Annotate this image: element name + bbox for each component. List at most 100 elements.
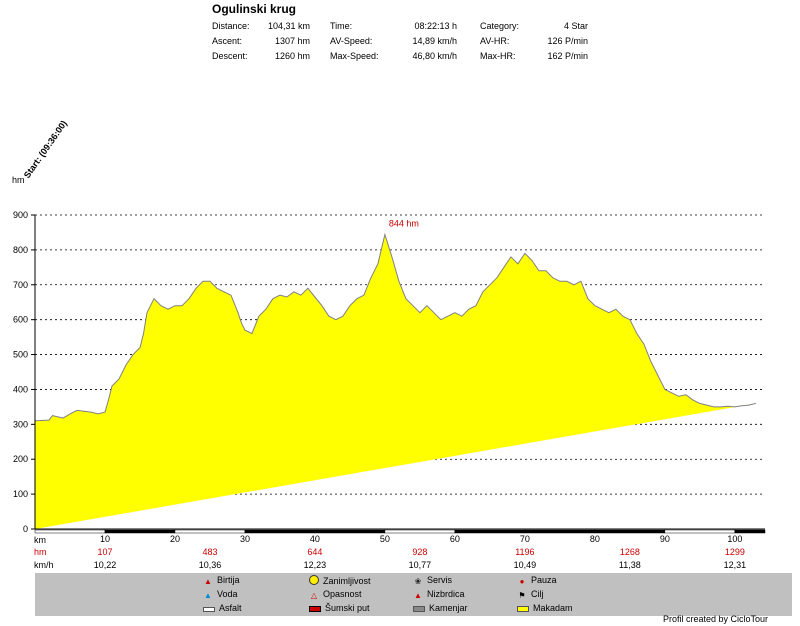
surface-segment [454, 529, 526, 534]
legend-item: ▲ Birtija [204, 575, 240, 586]
elevation-line [34, 232, 756, 422]
y-tick-label: 900 [13, 210, 28, 220]
annotations: 844 hm [389, 219, 419, 229]
asphalt-icon [203, 607, 215, 612]
legend-item: Asfalt [203, 603, 242, 613]
x-tick-label: 60 [450, 534, 460, 544]
stat-label: Max-HR: [480, 51, 516, 61]
stat-value: 1307 hm [274, 36, 310, 46]
stat-value: 46,80 km/h [412, 51, 457, 61]
y-tick-label: 600 [13, 315, 28, 325]
x-tick-label: 90 [660, 534, 670, 544]
y-tick-label: 800 [13, 245, 28, 255]
legend-item: Makadam [517, 603, 573, 613]
stats-col-2-values: 08:22:13 h 14,89 km/h 46,80 km/h [395, 19, 457, 64]
x-tick-label: 30 [240, 534, 250, 544]
stat-label: Ascent: [212, 36, 243, 46]
surface-segment [594, 529, 666, 534]
stat-value: 162 P/min [547, 51, 588, 61]
y-tick-label: 500 [13, 350, 28, 360]
stats-col-3-values: 4 Star 126 P/min 162 P/min [530, 19, 588, 64]
forest-road-icon [309, 606, 321, 612]
surface-segment [174, 529, 246, 534]
credit-text: Profil created by CicloTour [662, 614, 768, 624]
kmh-row-value: 12,23 [303, 560, 327, 570]
legend-item: △ Opasnost [310, 589, 362, 600]
kmh-row-value: 10,77 [408, 560, 432, 570]
stat-label: Category: [480, 21, 520, 31]
pause-icon: ● [519, 577, 525, 586]
peak-label: 844 hm [389, 219, 419, 229]
y-tick-label: 0 [23, 524, 28, 534]
x-tick-label: 40 [310, 534, 320, 544]
x-tick-label: 80 [590, 534, 600, 544]
stats-col-3: Category: AV-HR: Max-HR: [480, 19, 519, 64]
downhill-icon: ▲ [414, 591, 422, 600]
legend-item: ▲ Nizbrdica [414, 589, 465, 600]
surface-segment [664, 529, 736, 534]
legend-item: Kamenjar [413, 603, 468, 613]
elevation-chart: 0 100 200 300 400 500 600 700 800 900 10 20 30 40 50 6… [13, 210, 766, 544]
hm-row-value: 1299 [724, 547, 745, 557]
kmh-row-value: 12,31 [723, 560, 747, 570]
stat-label: Distance: [212, 21, 250, 31]
kmh-row-value: 10,22 [93, 560, 117, 570]
x-tick-label: 50 [380, 534, 390, 544]
y-tick-labels: 0 100 200 300 400 500 600 700 800 900 [13, 210, 28, 534]
stat-value: 126 P/min [547, 36, 588, 46]
finish-flag-icon: ⚑ [518, 591, 526, 600]
stats-col-1-values: 104,31 km 1307 hm 1260 hm [250, 19, 310, 64]
legend-item: ⚑ Cilj [518, 589, 544, 600]
stat-value: 4 Star [563, 21, 588, 31]
stat-value: 08:22:13 h [414, 21, 457, 31]
hm-row-value: 928 [412, 547, 428, 557]
surface-segment [34, 529, 106, 534]
kmh-row-label: km/h [34, 560, 54, 570]
hm-row-value: 1268 [619, 547, 640, 557]
x-axis-unit: km [34, 535, 46, 545]
hm-row-value: 1196 [515, 547, 535, 557]
stat-label: Time: [330, 21, 353, 31]
hm-row-value: 483 [202, 547, 218, 557]
surface-segment [104, 529, 176, 534]
legend-item: Šumski put [309, 603, 370, 613]
x-tick-labels: 10 20 30 40 50 60 70 80 90 100 [100, 534, 742, 544]
surface-segment [384, 529, 456, 534]
kmh-row-value: 10,49 [513, 560, 537, 570]
x-tick-label: 10 [100, 534, 110, 544]
elevation-fill [35, 234, 756, 529]
hm-row-value: 107 [97, 547, 113, 557]
surface-segment [314, 529, 386, 534]
hm-row-value: 644 [307, 547, 323, 557]
legend-item: ❀ Servis [414, 575, 453, 586]
stats-col-1: Distance: Ascent: Descent: [212, 19, 250, 64]
elevation-area [31, 214, 766, 534]
smiley-icon [309, 575, 319, 585]
surface-segment [244, 529, 316, 534]
x-tick-label: 20 [170, 534, 180, 544]
legend-item: Zanimljivost [309, 575, 371, 586]
stat-label: AV-HR: [480, 36, 510, 46]
legend-item: ▲ Voda [204, 589, 238, 600]
surface-segment [734, 529, 766, 534]
legend-item: ● Pauza [517, 575, 557, 586]
y-tick-label: 200 [13, 454, 28, 464]
service-icon: ❀ [414, 577, 422, 586]
stat-label: Max-Speed: [330, 51, 379, 61]
kmh-row-value: 10,36 [198, 560, 222, 570]
hm-row-label: hm [34, 547, 47, 557]
house-icon: ▲ [204, 577, 212, 586]
stat-value: 14,89 km/h [412, 36, 457, 46]
warning-icon: △ [310, 591, 318, 600]
surface-segment [524, 529, 596, 534]
y-tick-label: 400 [13, 384, 28, 394]
stat-value: 1260 hm [274, 51, 310, 61]
y-tick-label: 300 [13, 419, 28, 429]
kmh-row-value: 11,38 [618, 560, 641, 570]
route-title: Ogulinski krug [212, 2, 297, 16]
macadam-icon [517, 606, 529, 612]
y-axis-unit: hm [12, 175, 25, 185]
legend: ▲ Birtija ▲ Voda Asfalt Zanimljivost △ Opas… [35, 573, 792, 616]
x-tick-label: 100 [727, 534, 742, 544]
gravel-icon [413, 606, 425, 612]
